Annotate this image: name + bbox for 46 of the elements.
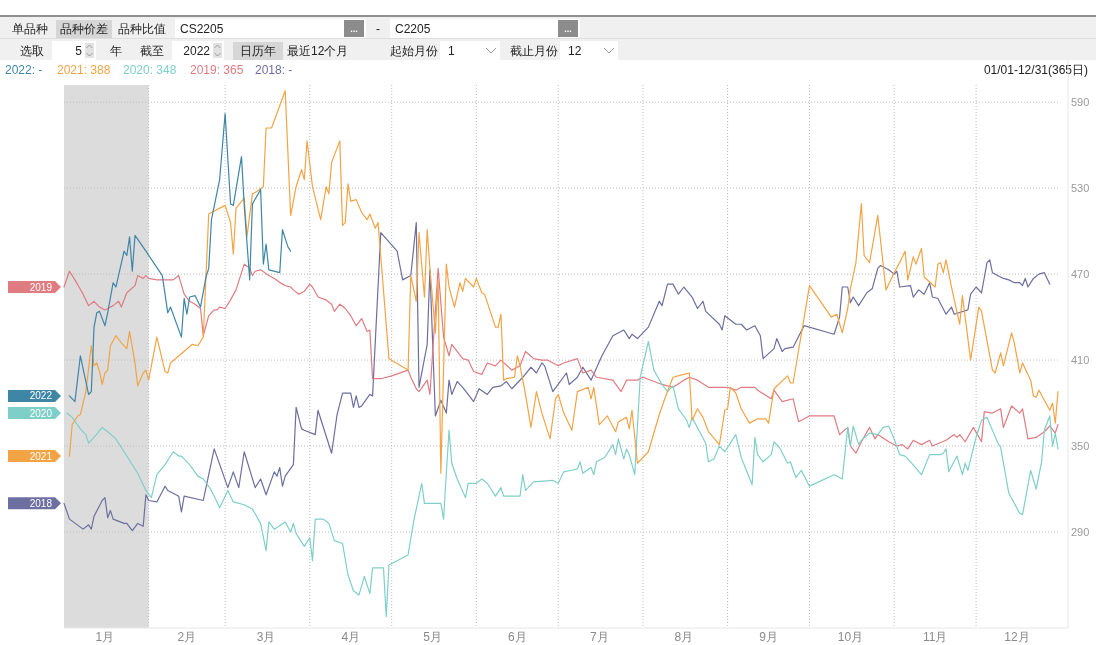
annotation: 截至 (140, 44, 164, 58)
annotation: ... (344, 20, 364, 37)
x-tick-label: 6月 (507, 630, 527, 644)
annotation: 年 (110, 44, 122, 58)
annotation: 01/01-12/31(365日) (983, 63, 1088, 77)
annotation: 2019: 365 (190, 63, 244, 77)
annotation: 2020: 348 (123, 63, 177, 77)
y-tick-label: 590 (1071, 96, 1090, 109)
y-tick-label: 470 (1071, 268, 1090, 281)
series-label: 2021 (29, 450, 53, 462)
annotation: 品种比值 (118, 22, 166, 36)
x-tick-label: 7月 (589, 630, 609, 644)
x-tick-label: 4月 (341, 630, 361, 644)
x-tick-label: 10月 (837, 630, 864, 644)
annotation: 起始月份 (390, 44, 438, 58)
annotation: 2022 (172, 41, 224, 60)
annotation: ... (558, 20, 578, 37)
x-tick-label: 11月 (922, 630, 948, 644)
annotation: 2018: - (255, 63, 293, 77)
annotation: 最近12个月 (287, 44, 349, 58)
x-tick-label: 2月 (177, 630, 197, 644)
series-label: 2020 (29, 407, 53, 419)
annotation: 品种价差 (56, 20, 112, 38)
annotation: - (376, 22, 380, 36)
x-tick-label: 1月 (95, 630, 115, 644)
annotation: 截止月份 (510, 44, 558, 58)
y-tick-label: 350 (1071, 440, 1090, 453)
series-label: 2018 (29, 497, 53, 509)
annotation: 日历年 (233, 42, 283, 60)
x-tick-label: 8月 (674, 630, 694, 644)
annotation: 5 (52, 41, 96, 60)
annotation: 选取 (20, 44, 44, 58)
annotation: 2022: - (5, 63, 43, 77)
series-label: 2022 (29, 390, 53, 402)
annotation: 1 (440, 41, 500, 60)
annotation: 单品种 (12, 22, 48, 36)
series-label: 2019 (29, 281, 53, 293)
x-tick-label: 5月 (423, 630, 442, 644)
y-tick-label: 530 (1071, 182, 1090, 195)
x-tick-label: 3月 (256, 630, 276, 644)
y-tick-label: 290 (1071, 526, 1090, 539)
annotation: 2021: 388 (57, 63, 111, 77)
x-tick-label: 12月 (1004, 630, 1030, 644)
y-tick-label: 410 (1071, 354, 1090, 367)
annotation: 12 (560, 41, 618, 60)
x-tick-label: 9月 (759, 630, 778, 644)
